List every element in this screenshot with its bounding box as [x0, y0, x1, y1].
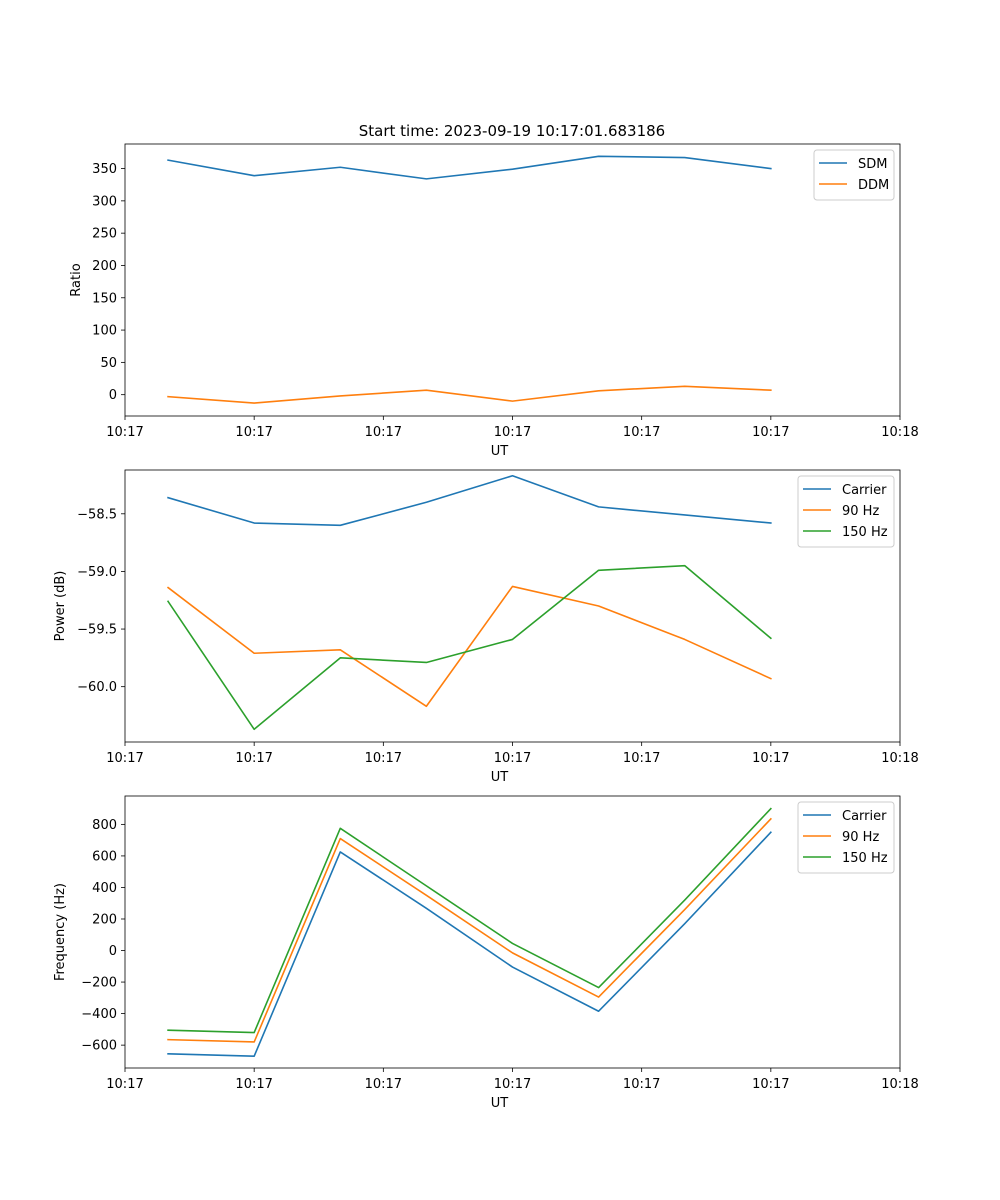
legend-label: Carrier	[842, 809, 887, 824]
y-tick-label: 100	[92, 324, 117, 339]
series-line-carrier	[167, 474, 772, 527]
y-tick-label: 50	[100, 356, 117, 371]
legend-box	[797, 475, 895, 548]
legend: Carrier 90 Hz 150 Hz	[797, 475, 895, 548]
x-tick-label: 10:17	[494, 1077, 531, 1092]
y-tick-label: 800	[92, 818, 117, 833]
legend-label: 90 Hz	[842, 830, 879, 845]
x-tick-label: 10:18	[881, 425, 918, 440]
series-line-150-hz	[166, 564, 772, 731]
x-tick-label: 10:17	[235, 1077, 272, 1092]
x-tick-label: 10:17	[106, 751, 143, 766]
series-line-sdm	[167, 155, 772, 180]
x-tick-label: 10:17	[365, 425, 402, 440]
series-line-150-hz	[167, 807, 772, 1034]
x-tick-label: 10:18	[881, 751, 918, 766]
legend: SDM DDM	[813, 149, 895, 201]
x-axis-label: UT	[491, 1096, 509, 1111]
legend-label: Carrier	[842, 483, 887, 498]
series-line-90-hz	[166, 585, 772, 708]
x-tick-label: 10:17	[752, 751, 789, 766]
x-tick-label: 10:17	[235, 751, 272, 766]
x-axis-label: UT	[491, 444, 509, 459]
legend-label: 150 Hz	[842, 525, 888, 540]
x-tick-label: 10:17	[623, 751, 660, 766]
y-tick-label: −60.0	[77, 680, 117, 695]
subplots: 10:17 10:17 10:17 10:17 10:17 10:17 10:18 0 50 10…	[53, 143, 919, 1111]
y-tick-label: 350	[92, 162, 117, 177]
plot-frame	[124, 795, 901, 1069]
legend-label: 150 Hz	[842, 851, 888, 866]
x-tick-label: 10:17	[365, 1077, 402, 1092]
y-tick-label: −200	[81, 976, 117, 991]
y-tick-label: −59.0	[77, 565, 117, 580]
plot-frame	[124, 143, 901, 417]
subplot-1: 10:17 10:17 10:17 10:17 10:17 10:17 10:18 0 50 10…	[69, 143, 919, 459]
y-axis-label: Power (dB)	[53, 571, 68, 642]
y-tick-label: 0	[109, 944, 117, 959]
legend: Carrier 90 Hz 150 Hz	[797, 801, 895, 874]
y-tick-label: 200	[92, 259, 117, 274]
y-tick-label: 150	[92, 291, 117, 306]
x-tick-label: 10:17	[106, 425, 143, 440]
legend-label: 90 Hz	[842, 504, 879, 519]
legend-label: DDM	[858, 178, 889, 193]
legend-box	[797, 801, 895, 874]
series-line-ddm	[167, 385, 772, 404]
y-axis-label: Frequency (Hz)	[53, 883, 68, 981]
x-tick-label: 10:17	[494, 425, 531, 440]
x-tick-label: 10:17	[365, 751, 402, 766]
y-tick-label: 400	[92, 881, 117, 896]
x-tick-label: 10:17	[623, 425, 660, 440]
y-tick-label: −58.5	[77, 507, 117, 522]
y-tick-label: 250	[92, 227, 117, 242]
y-tick-label: 200	[92, 912, 117, 927]
x-tick-label: 10:17	[752, 425, 789, 440]
y-tick-label: 300	[92, 194, 117, 209]
plot-frame	[124, 469, 901, 743]
x-tick-label: 10:17	[752, 1077, 789, 1092]
figure-title: Start time: 2023-09-19 10:17:01.683186	[359, 122, 665, 140]
series-line-carrier	[167, 831, 772, 1057]
y-tick-label: −59.5	[77, 623, 117, 638]
y-tick-label: −600	[81, 1039, 117, 1054]
subplot-3: 10:17 10:17 10:17 10:17 10:17 10:17 10:18 −600 −…	[53, 795, 919, 1111]
series-line-90-hz	[167, 817, 772, 1043]
legend-label: SDM	[858, 157, 887, 172]
x-axis-label: UT	[491, 770, 509, 785]
y-tick-label: 0	[109, 388, 117, 403]
x-tick-label: 10:18	[881, 1077, 918, 1092]
x-tick-label: 10:17	[494, 751, 531, 766]
x-tick-label: 10:17	[235, 425, 272, 440]
subplot-2: 10:17 10:17 10:17 10:17 10:17 10:17 10:18 −60.0…	[53, 469, 919, 785]
x-tick-label: 10:17	[623, 1077, 660, 1092]
y-tick-label: −400	[81, 1007, 117, 1022]
y-tick-label: 600	[92, 849, 117, 864]
y-axis-label: Ratio	[69, 263, 84, 296]
x-tick-label: 10:17	[106, 1077, 143, 1092]
